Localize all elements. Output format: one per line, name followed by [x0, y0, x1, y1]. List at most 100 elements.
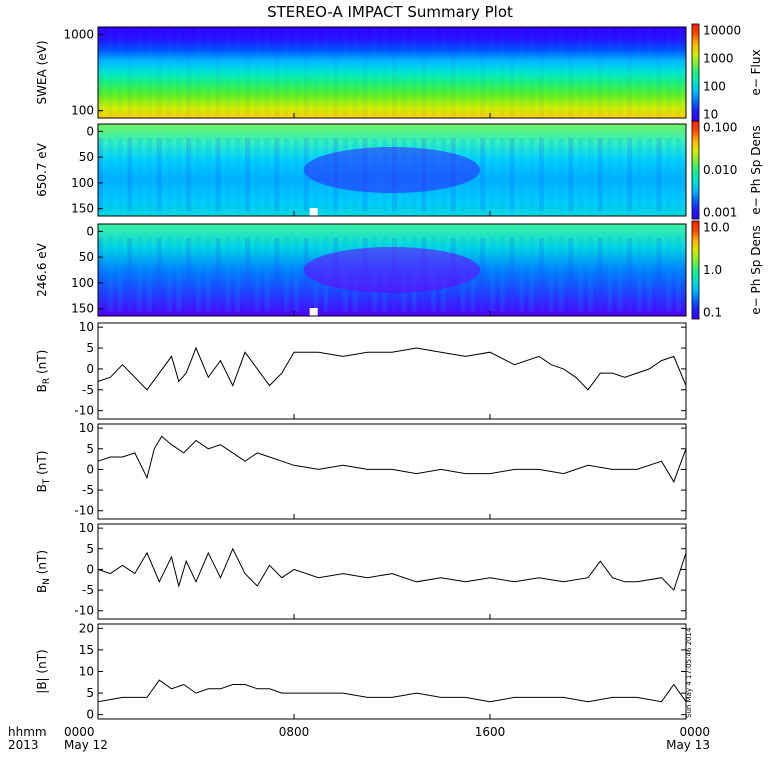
swea-texture	[539, 28, 544, 117]
pad-246-texture	[529, 237, 535, 312]
pad-650-texture	[284, 137, 290, 212]
xtick-time-label: 0000	[679, 725, 710, 739]
pad-246-feature	[303, 247, 481, 293]
pad-650-texture	[107, 137, 113, 212]
pad-650-texture	[656, 137, 662, 212]
pad-246-texture	[646, 237, 652, 312]
pad-650-texture	[558, 137, 564, 212]
pad-246-texture	[166, 237, 172, 312]
swea-texture	[656, 28, 662, 117]
year-label: 2013	[8, 738, 39, 752]
swea-texture	[156, 28, 162, 117]
bt-ytick-label: 5	[86, 442, 94, 456]
swea-texture	[274, 28, 280, 117]
pad-246-texture	[205, 237, 211, 312]
pad-246-texture	[284, 237, 290, 312]
pad-650-texture	[597, 137, 603, 212]
swea-texture	[382, 28, 388, 117]
swea-texture	[215, 28, 221, 117]
pad-246-ytick-label: 150	[71, 302, 94, 316]
pad-650-texture	[254, 137, 260, 212]
pad-650-texture	[676, 137, 682, 212]
br-frame	[97, 322, 687, 420]
bn-ytick-label: 0	[86, 562, 94, 576]
pad-246-colorbar-tick: 10.0	[703, 221, 730, 235]
pad-650-texture	[588, 137, 593, 212]
pad-246-texture	[627, 237, 633, 312]
pad-246-texture	[548, 237, 554, 312]
pad-650-texture	[578, 137, 584, 212]
pad-650-texture	[274, 137, 280, 212]
swea-texture	[186, 28, 192, 117]
bn-panel: 10 5 0 -5 -10 BN (nT)	[35, 521, 687, 620]
swea-texture	[676, 28, 682, 117]
bn-series-line	[97, 547, 687, 592]
pad-246-ytick-label: 0	[86, 224, 94, 238]
br-ylabel: BR (nT)	[35, 350, 52, 393]
swea-texture	[313, 28, 319, 117]
swea-texture	[588, 28, 593, 117]
pad-650-feature	[303, 147, 481, 193]
swea-texture	[578, 28, 584, 117]
swea-ylabel: SWEA (eV)	[35, 40, 49, 104]
pad-246-texture	[539, 237, 544, 312]
pad-650-texture	[166, 137, 172, 212]
pad-246-texture	[490, 237, 495, 312]
pad-246-colorbar-tick: 1.0	[703, 263, 722, 277]
swea-texture	[450, 28, 456, 117]
bmag-ytick-label: 20	[79, 621, 94, 635]
pad-650-texture	[215, 137, 221, 212]
br-series-line	[97, 346, 687, 391]
br-ytick-label: -10	[74, 404, 94, 418]
pad-246-texture	[274, 237, 280, 312]
bmag-frame	[97, 623, 687, 720]
bn-ytick-label: 5	[86, 542, 94, 556]
xtick-time-label: 0000	[64, 725, 95, 739]
pad-246-texture	[127, 237, 133, 312]
swea-colorbar-tick: 100	[703, 79, 726, 93]
br-panel: 10 5 0 -5 -10 BR (nT)	[35, 320, 687, 420]
pad-650-texture	[137, 137, 143, 212]
pad-650-ytick-label: 50	[79, 150, 94, 164]
pad-246-ytick-label: 50	[79, 250, 94, 264]
bt-panel: 10 5 0 -5 -10 BT (nT)	[35, 421, 687, 520]
pad-650-texture	[127, 137, 133, 212]
swea-ytick-label: 100	[71, 104, 94, 118]
pad-650-colorbar-tick: 0.001	[703, 205, 737, 219]
pad-246-texture	[294, 237, 299, 312]
bn-ytick-label: -10	[74, 604, 94, 618]
bt-ytick-label: 0	[86, 462, 94, 476]
pad-246-texture	[176, 237, 182, 312]
bmag-ylabel: |B| (nT)	[35, 649, 49, 693]
swea-texture	[597, 28, 603, 117]
bmag-ytick-label: 10	[79, 665, 94, 679]
bmag-ytick-label: 0	[86, 708, 94, 722]
swea-texture	[166, 28, 172, 117]
bt-ytick-label: -5	[82, 483, 94, 497]
swea-frame	[97, 26, 687, 119]
pad-650-ytick-label: 100	[71, 176, 94, 190]
pad-246-texture	[117, 237, 123, 312]
pad-650-texture	[98, 137, 103, 212]
pad-246-ylabel: 246.6 eV	[35, 242, 49, 297]
pad-246-texture	[656, 237, 662, 312]
swea-texture	[617, 28, 623, 117]
swea-texture	[264, 28, 270, 117]
pad-650-texture	[637, 137, 642, 212]
bt-ytick-label: -10	[74, 504, 94, 518]
bmag-ytick-label: 15	[79, 643, 94, 657]
pad-650-texture	[548, 137, 554, 212]
plot-title: STEREO-A IMPACT Summary Plot	[267, 3, 513, 21]
bmag-panel: 20 15 10 5 0 |B| (nT)	[35, 621, 687, 722]
bt-frame	[97, 423, 687, 520]
bn-ytick-label: -5	[82, 583, 94, 597]
xtick-date-label: May 12	[64, 738, 108, 752]
bt-ytick-label: 10	[79, 421, 94, 435]
pad-246-texture	[509, 237, 515, 312]
swea-texture	[205, 28, 211, 117]
pad-650-ylabel: 650.7 eV	[35, 142, 49, 197]
swea-texture	[196, 28, 201, 117]
bt-series-line	[97, 435, 687, 483]
pad-650-texture	[186, 137, 192, 212]
